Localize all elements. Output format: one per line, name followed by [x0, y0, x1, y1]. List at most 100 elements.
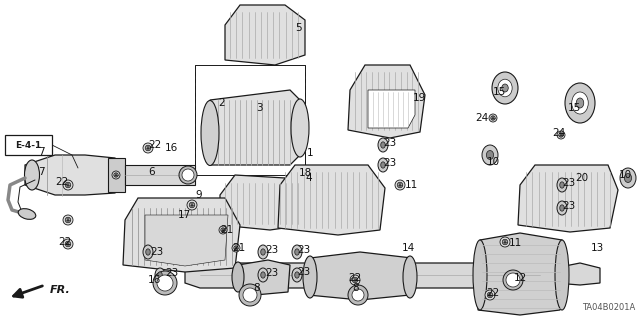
- Polygon shape: [478, 233, 562, 315]
- Polygon shape: [278, 165, 385, 235]
- Text: 16: 16: [148, 275, 161, 285]
- Ellipse shape: [143, 245, 153, 259]
- Circle shape: [485, 290, 495, 300]
- Circle shape: [145, 145, 151, 151]
- Text: 20: 20: [575, 173, 588, 183]
- Text: 23: 23: [562, 201, 575, 211]
- Ellipse shape: [146, 249, 150, 255]
- Circle shape: [112, 171, 120, 179]
- Text: 22: 22: [58, 237, 71, 247]
- Polygon shape: [236, 260, 290, 295]
- Circle shape: [63, 180, 73, 190]
- Polygon shape: [210, 90, 300, 165]
- Circle shape: [187, 200, 197, 210]
- Polygon shape: [125, 165, 195, 185]
- Ellipse shape: [260, 272, 265, 278]
- Circle shape: [397, 182, 403, 188]
- Ellipse shape: [258, 245, 268, 259]
- Text: 21: 21: [232, 243, 245, 253]
- Text: 10: 10: [619, 170, 632, 180]
- Circle shape: [395, 180, 405, 190]
- Text: 7: 7: [38, 167, 45, 177]
- Ellipse shape: [157, 272, 163, 278]
- Polygon shape: [555, 263, 600, 285]
- Text: 22: 22: [148, 140, 161, 150]
- Text: 10: 10: [487, 157, 500, 167]
- Text: 23: 23: [265, 268, 278, 278]
- Text: 8: 8: [253, 283, 260, 293]
- Text: 24: 24: [552, 128, 565, 138]
- Text: 23: 23: [265, 245, 278, 255]
- Ellipse shape: [378, 138, 388, 152]
- Text: 8: 8: [352, 283, 358, 293]
- Circle shape: [143, 143, 153, 153]
- Text: 23: 23: [297, 245, 310, 255]
- Circle shape: [63, 239, 73, 249]
- Ellipse shape: [18, 209, 36, 219]
- Ellipse shape: [620, 168, 636, 188]
- Ellipse shape: [239, 284, 261, 306]
- Text: 23: 23: [562, 178, 575, 188]
- Bar: [5, 135, 52, 155]
- Text: 4: 4: [305, 173, 312, 183]
- Ellipse shape: [348, 285, 368, 305]
- Text: 15: 15: [493, 87, 506, 97]
- Ellipse shape: [381, 162, 385, 168]
- Polygon shape: [518, 165, 618, 232]
- Polygon shape: [145, 215, 228, 266]
- Text: 23: 23: [297, 267, 310, 277]
- Ellipse shape: [403, 256, 417, 298]
- Text: 14: 14: [402, 243, 415, 253]
- Circle shape: [502, 239, 508, 245]
- Text: 24: 24: [475, 113, 488, 123]
- Ellipse shape: [506, 273, 520, 287]
- Circle shape: [65, 241, 71, 247]
- Polygon shape: [185, 263, 555, 288]
- Ellipse shape: [258, 268, 268, 282]
- Text: 18: 18: [299, 168, 312, 178]
- Circle shape: [189, 202, 195, 208]
- Text: 19: 19: [413, 93, 426, 103]
- Circle shape: [559, 133, 563, 137]
- Ellipse shape: [157, 275, 173, 291]
- Ellipse shape: [352, 289, 364, 301]
- Text: 22: 22: [348, 273, 361, 283]
- Text: 11: 11: [509, 238, 522, 248]
- Text: 21: 21: [220, 225, 233, 235]
- Ellipse shape: [381, 142, 385, 148]
- Ellipse shape: [155, 268, 165, 282]
- Text: FR.: FR.: [50, 285, 71, 295]
- Ellipse shape: [295, 249, 300, 255]
- Ellipse shape: [291, 99, 309, 157]
- Ellipse shape: [486, 151, 493, 160]
- Text: 23: 23: [165, 268, 179, 278]
- Circle shape: [491, 116, 495, 120]
- Ellipse shape: [502, 84, 508, 92]
- Circle shape: [232, 244, 240, 252]
- Ellipse shape: [179, 166, 197, 184]
- Ellipse shape: [572, 92, 588, 114]
- Circle shape: [489, 114, 497, 122]
- Text: 13: 13: [591, 243, 604, 253]
- Ellipse shape: [555, 240, 569, 310]
- Circle shape: [219, 226, 227, 234]
- Ellipse shape: [153, 271, 177, 295]
- Text: 5: 5: [295, 23, 301, 33]
- Polygon shape: [225, 5, 305, 65]
- Ellipse shape: [482, 145, 498, 165]
- Ellipse shape: [503, 270, 523, 290]
- Ellipse shape: [565, 83, 595, 123]
- Polygon shape: [108, 158, 125, 192]
- Text: 16: 16: [165, 143, 179, 153]
- Circle shape: [350, 275, 360, 285]
- Text: 15: 15: [568, 103, 581, 113]
- Ellipse shape: [260, 249, 265, 255]
- Ellipse shape: [625, 174, 632, 182]
- Text: E-4-1: E-4-1: [15, 140, 41, 150]
- Polygon shape: [308, 252, 412, 300]
- Text: 17: 17: [178, 210, 191, 220]
- Ellipse shape: [292, 268, 302, 282]
- Ellipse shape: [243, 288, 257, 302]
- Polygon shape: [25, 155, 120, 195]
- Ellipse shape: [378, 158, 388, 172]
